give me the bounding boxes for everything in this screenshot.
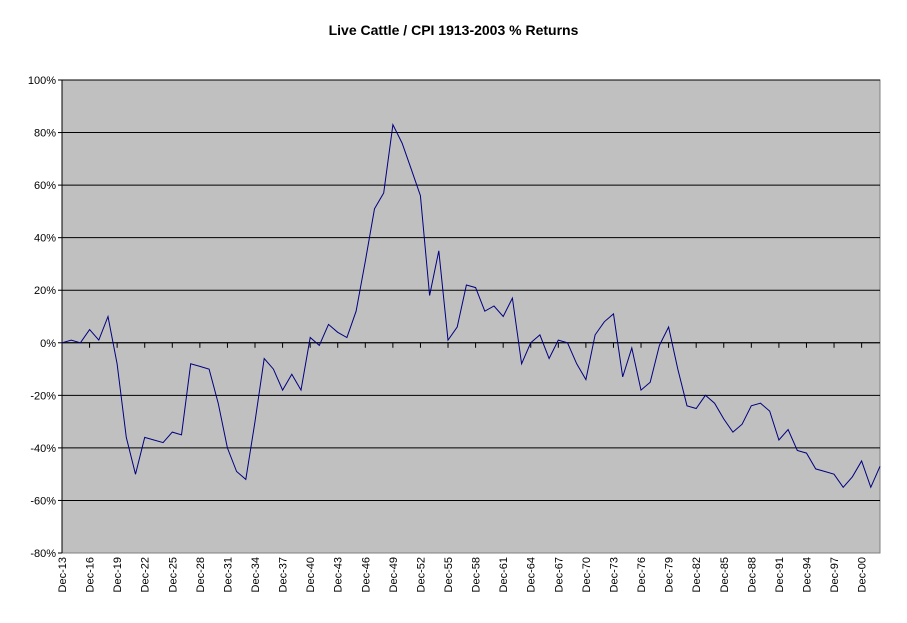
x-tick-label: Dec-52 — [415, 557, 427, 592]
x-tick-label: Dec-88 — [746, 557, 758, 592]
x-tick-label: Dec-31 — [222, 557, 234, 592]
x-tick-label: Dec-00 — [857, 557, 869, 592]
y-tick-label: 40% — [34, 233, 56, 245]
y-tick-label: -80% — [30, 548, 56, 560]
x-tick-label: Dec-94 — [801, 557, 813, 592]
plot-area — [61, 79, 881, 554]
x-tick-label: Dec-13 — [57, 557, 69, 592]
y-tick-label: 0% — [40, 338, 56, 350]
x-tick-label: Dec-70 — [581, 557, 593, 592]
x-tick-label: Dec-40 — [305, 557, 317, 592]
x-tick-label: Dec-46 — [360, 557, 372, 592]
x-tick-label: Dec-82 — [691, 557, 703, 592]
x-tick-label: Dec-61 — [498, 557, 510, 592]
x-tick-label: Dec-49 — [388, 557, 400, 592]
y-tick-label: 60% — [34, 180, 56, 192]
y-tick-label: -60% — [30, 495, 56, 507]
x-tick-label: Dec-91 — [774, 557, 786, 592]
x-tick-label: Dec-64 — [526, 557, 538, 592]
x-tick-label: Dec-67 — [553, 557, 565, 592]
x-tick-label: Dec-34 — [250, 557, 262, 592]
x-tick-label: Dec-73 — [608, 557, 620, 592]
x-tick-label: Dec-25 — [167, 557, 179, 592]
x-tick-label: Dec-76 — [636, 557, 648, 592]
chart-title: Live Cattle / CPI 1913-2003 % Returns — [328, 22, 579, 38]
x-tick-label: Dec-16 — [85, 557, 97, 592]
x-tick-label: Dec-37 — [278, 557, 290, 592]
x-tick-label: Dec-97 — [829, 557, 841, 592]
x-tick-label: Dec-28 — [195, 557, 207, 592]
x-tick-label: Dec-22 — [140, 557, 152, 592]
x-tick-label: Dec-58 — [471, 557, 483, 592]
y-tick-label: 80% — [34, 128, 56, 140]
y-tick-label: -20% — [30, 390, 56, 402]
x-tick-label: Dec-85 — [719, 557, 731, 592]
x-tick-label: Dec-55 — [443, 557, 455, 592]
x-tick-label: Dec-79 — [664, 557, 676, 592]
y-tick-label: 20% — [34, 285, 56, 297]
series-line — [61, 123, 881, 489]
y-tick-label: 100% — [28, 75, 56, 87]
y-tick-label: -40% — [30, 443, 56, 455]
x-tick-label: Dec-19 — [112, 557, 124, 592]
x-tick-label: Dec-43 — [333, 557, 345, 592]
